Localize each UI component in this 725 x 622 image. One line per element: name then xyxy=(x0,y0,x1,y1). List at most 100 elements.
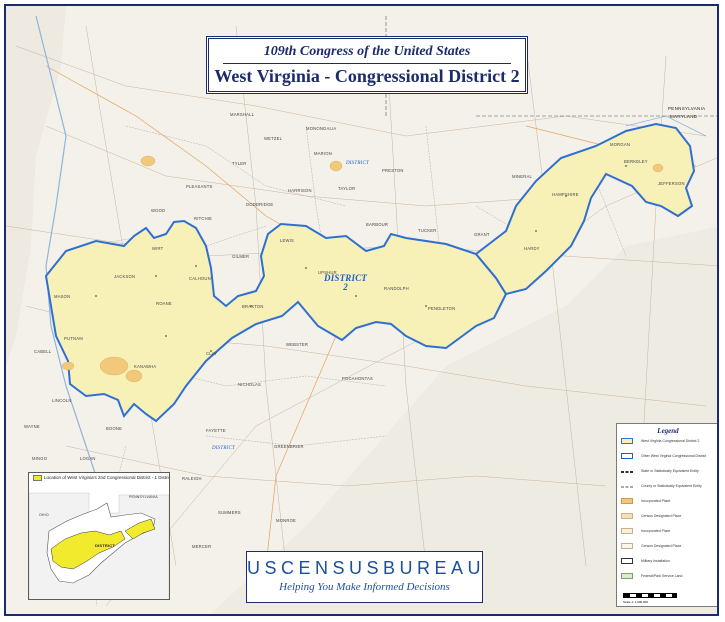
district-3-label: DISTRICT xyxy=(212,446,235,451)
county-label-braxton: BRAXTON xyxy=(242,304,264,309)
legend-symbol xyxy=(621,513,633,519)
district-2-east xyxy=(474,122,696,296)
legend-row: Incorporated Place xyxy=(617,525,717,540)
legend-text: Incorporated Place xyxy=(641,499,671,503)
inset-caption: Location of West Virginia's 2nd Congress… xyxy=(33,475,169,481)
inset-district-label: DISTRICT xyxy=(95,543,116,548)
legend-text: Incorporated Place xyxy=(641,529,671,533)
county-label-lincoln: LINCOLN xyxy=(52,398,72,403)
legend-symbol xyxy=(621,528,633,534)
county-label-webster: WEBSTER xyxy=(286,342,309,347)
district-1-label: DISTRICT xyxy=(346,161,369,166)
county-label-gilmer: GILMER xyxy=(232,254,250,259)
inset-locator-map: Location of West Virginia's 2nd Congress… xyxy=(28,472,170,600)
state-label-pennsylvania: PENNSYLVANIA xyxy=(668,106,706,111)
legend-symbol xyxy=(621,438,633,444)
county-label-wood: WOOD xyxy=(151,208,166,213)
county-label-monroe: MONROE xyxy=(276,518,297,523)
county-label-tucker: TUCKER xyxy=(418,228,437,233)
legend-text: Other West Virginia Congressional Distri… xyxy=(641,454,707,458)
legend-symbol xyxy=(621,558,633,564)
county-label-roane: ROANE xyxy=(156,301,172,306)
inset-svg xyxy=(29,492,169,599)
county-label-calhoun: CALHOUN xyxy=(189,276,211,281)
district-2-label-number: 2 xyxy=(343,282,348,292)
county-label-pocahontas: POCAHONTAS xyxy=(342,376,374,381)
title-divider xyxy=(223,63,511,64)
ohio-river xyxy=(35,15,107,507)
district-2-label: DISTRICT 2 xyxy=(324,274,367,292)
county-label-cabell: CABELL xyxy=(34,349,52,354)
inset-state-label: PENNSYLVANIA xyxy=(129,495,158,499)
county-label-kanawha: KANAWHA xyxy=(134,364,157,369)
county-label-morgan: MORGAN xyxy=(610,142,631,147)
county-label-berkeley: BERKELEY xyxy=(624,159,648,164)
legend-row: County or Statistically Equivalent Entit… xyxy=(617,480,717,495)
legend-row: Incorporated Place xyxy=(617,495,717,510)
county-label-taylor: TAYLOR xyxy=(338,186,356,191)
legend-row: Census Designated Place xyxy=(617,540,717,555)
county-label-mercer: MERCER xyxy=(192,544,212,549)
legend-symbol xyxy=(621,543,633,549)
county-label-upshur: UPSHUR xyxy=(318,270,337,275)
county-label-marion: MARION xyxy=(314,151,332,156)
county-label-clay: CLAY xyxy=(206,351,218,356)
district-2-label-word: DISTRICT xyxy=(324,273,368,283)
county-label-boone: BOONE xyxy=(106,426,123,431)
county-label-wetzel: WETZEL xyxy=(264,136,283,141)
county-label-pendleton: PENDLETON xyxy=(428,306,456,311)
place-markers xyxy=(95,165,627,352)
county-label-nicholas: NICHOLAS xyxy=(238,382,262,387)
county-label-logan: LOGAN xyxy=(80,456,96,461)
legend-row: Federal/Park Service Land xyxy=(617,570,717,585)
county-label-wayne: WAYNE xyxy=(24,424,40,429)
county-label-mineral: MINERAL xyxy=(512,174,533,179)
county-label-monongalia: MONONGALIA xyxy=(306,126,337,131)
title-district: West Virginia - Congressional District 2 xyxy=(214,66,520,86)
map-title-box: 109th Congress of the United States West… xyxy=(206,36,528,94)
county-label-preston: PRESTON xyxy=(382,168,404,173)
inset-caption-text: Location of West Virginia's 2nd Congress… xyxy=(44,475,169,481)
legend-symbol xyxy=(621,486,633,488)
county-label-marshall: MARSHALL xyxy=(230,112,255,117)
county-label-putnam: PUTNAM xyxy=(64,336,83,341)
inset-swatch xyxy=(33,475,42,481)
legend-row: State or Statistically Equivalent Entity xyxy=(617,465,717,480)
scale-bar xyxy=(623,593,677,598)
legend-title: Legend xyxy=(657,427,679,435)
inset-ohio-label: OHIO xyxy=(39,513,49,517)
county-label-lewis: LEWIS xyxy=(280,238,295,243)
legend-text: West Virginia Congressional District 2 xyxy=(641,439,700,443)
legend-text: Census Designated Place xyxy=(641,544,682,548)
county-label-pleasants: PLEASANTS xyxy=(186,184,213,189)
legend-text: Military Installation xyxy=(641,559,670,563)
map-frame: PLEASANTS WOOD WIRT RITCHIE DODDRIDGE JA… xyxy=(4,4,719,616)
urban-areas xyxy=(61,155,664,572)
census-tagline: Helping You Make Informed Decisions xyxy=(279,581,450,593)
virginia-region xyxy=(210,226,717,614)
inset-district-2-east xyxy=(124,518,156,540)
county-label-tyler: TYLER xyxy=(232,161,247,166)
legend-symbol xyxy=(621,471,633,473)
county-label-mingo: MINGO xyxy=(32,456,48,461)
legend-symbol xyxy=(621,573,633,579)
county-label-mason: MASON xyxy=(54,294,71,299)
county-label-barbour: BARBOUR xyxy=(366,222,389,227)
state-label-maryland: MARYLAND xyxy=(670,114,698,119)
map-legend: Legend West Virginia Congressional Distr… xyxy=(616,423,717,607)
ohio-region xyxy=(6,6,66,366)
legend-row: Military Installation xyxy=(617,555,717,570)
county-label-ritchie: RITCHIE xyxy=(194,216,213,221)
title-congress: 109th Congress of the United States xyxy=(263,44,471,59)
census-name: USCENSUSBUREAU xyxy=(247,558,486,578)
county-label-jackson: JACKSON xyxy=(114,274,136,279)
legend-text: State or Statistically Equivalent Entity xyxy=(641,469,699,473)
legend-row: Other West Virginia Congressional Distri… xyxy=(617,450,717,465)
legend-row: Census Designated Place xyxy=(617,510,717,525)
county-label-grant: GRANT xyxy=(474,232,490,237)
county-label-randolph: RANDOLPH xyxy=(384,286,409,291)
county-label-greenbrier: GREENBRIER xyxy=(274,444,304,449)
legend-text: County or Statistically Equivalent Entit… xyxy=(641,484,702,488)
county-label-wirt: WIRT xyxy=(152,246,164,251)
legend-text: Federal/Park Service Land xyxy=(641,574,683,578)
